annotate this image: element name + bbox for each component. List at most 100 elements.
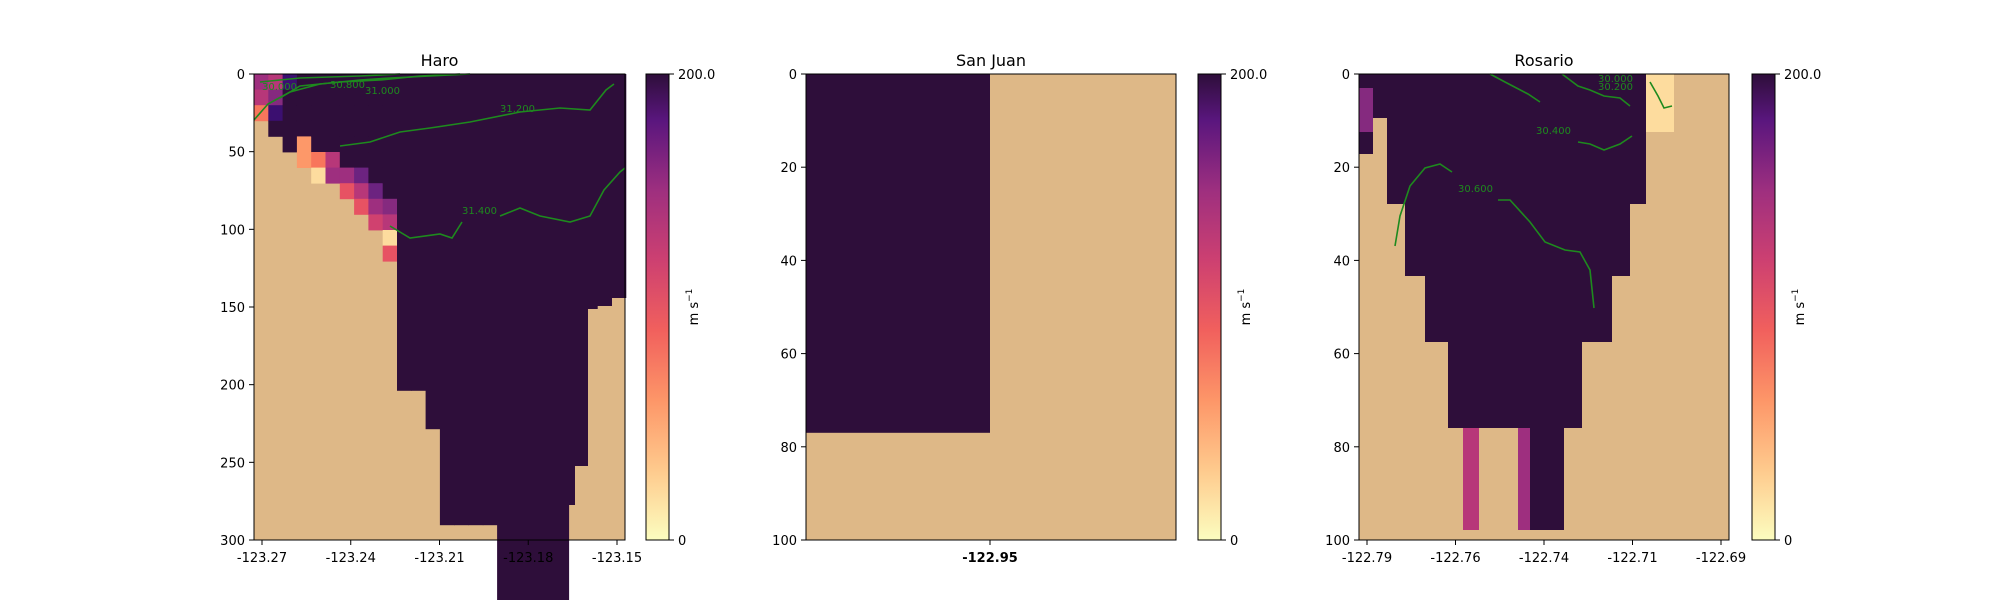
data-cell (339, 120, 355, 137)
data-cell (311, 89, 326, 106)
data-cell (339, 152, 355, 168)
data-cell (1425, 74, 1448, 342)
colorbar-tick-label: 0 (1784, 534, 1792, 549)
data-cell (311, 120, 326, 137)
data-cell (806, 74, 990, 433)
data-cell (339, 167, 355, 184)
data-cell (325, 120, 341, 137)
data-cell (382, 198, 398, 215)
data-cell (311, 152, 326, 168)
axes-frame (805, 73, 1177, 541)
water-cells (1359, 74, 1674, 530)
x-tick-label: -123.24 (326, 551, 376, 566)
colorbar-tick-label: 0 (1230, 534, 1238, 549)
y-tick-label: 80 (1333, 441, 1350, 456)
colorbar-label: m s−1 (1791, 289, 1808, 326)
data-cell (368, 152, 384, 168)
colorbar-unit-exponent: −1 (1791, 289, 1801, 302)
colorbar-tick-label: 0 (678, 534, 686, 549)
data-cell (382, 105, 398, 122)
data-cell (368, 198, 384, 215)
data-cell (339, 105, 355, 122)
y-tick-label: 20 (1333, 161, 1350, 176)
data-cell (560, 74, 588, 466)
contour-label: 30.000 (1598, 74, 1633, 85)
data-cell (1463, 428, 1479, 530)
y-tick-label: 80 (780, 441, 797, 456)
data-cell (1582, 74, 1612, 342)
panel-title: Haro (421, 51, 459, 70)
data-cell (428, 74, 440, 354)
data-cell (1448, 74, 1486, 428)
data-cell (440, 74, 456, 384)
data-cell (325, 152, 341, 168)
x-tick-label: -122.69 (1696, 551, 1746, 566)
contour-line (339, 83, 615, 147)
contour-line (1577, 135, 1633, 151)
x-tick-label: -122.71 (1607, 551, 1657, 566)
data-cell (382, 183, 398, 200)
data-cell (354, 198, 369, 215)
contour-line (1649, 81, 1673, 109)
data-cell (1387, 74, 1405, 204)
data-cell (296, 120, 312, 137)
contour-label: 30.600 (1458, 184, 1493, 195)
colorbar-unit: m s (1793, 302, 1808, 326)
data-cell (611, 74, 627, 298)
colorbar-unit: m s (1239, 302, 1254, 326)
data-cell (1486, 74, 1538, 428)
data-cell (325, 89, 341, 106)
data-cell (354, 167, 369, 184)
contour-label: 30.000 (262, 82, 297, 93)
data-cell (382, 230, 398, 246)
contour-line (259, 73, 401, 83)
x-tick-label: -122.79 (1342, 551, 1392, 566)
data-cell (588, 74, 605, 303)
colorbar-unit-exponent: −1 (685, 289, 695, 302)
panel-title: San Juan (956, 51, 1026, 70)
data-cell (354, 136, 369, 153)
data-cell (296, 89, 312, 106)
data-cell (1359, 88, 1373, 132)
contour-label: 30.200 (1598, 82, 1633, 93)
y-tick-label: 200 (220, 379, 245, 394)
data-cell (368, 167, 384, 184)
data-cell (561, 465, 575, 505)
data-cell (382, 152, 398, 168)
data-cell (382, 167, 398, 184)
data-cell (311, 167, 326, 184)
colorbar-unit-exponent: −1 (1237, 289, 1247, 302)
data-cell (325, 136, 341, 153)
colorbar (1197, 73, 1222, 541)
data-cell (382, 214, 398, 231)
data-cell (311, 136, 326, 153)
y-tick-label: 40 (780, 254, 797, 269)
data-cell (368, 120, 384, 137)
colorbar (1751, 73, 1776, 541)
data-cell (1405, 74, 1425, 276)
contour-label: 30.400 (1536, 126, 1571, 137)
colorbar (645, 73, 670, 541)
colorbar-label: m s−1 (1237, 289, 1254, 326)
data-cell (382, 245, 398, 262)
y-tick-label: 300 (220, 534, 245, 549)
y-tick-label: 250 (220, 456, 245, 471)
y-tick-label: 40 (1333, 254, 1350, 269)
data-cell (382, 120, 398, 137)
x-tick-label: -123.21 (414, 551, 464, 566)
data-cell (1518, 428, 1530, 530)
data-cell (354, 120, 369, 137)
data-cell (354, 89, 369, 106)
y-tick-label: 100 (1325, 534, 1350, 549)
data-cell (397, 74, 412, 391)
data-cell (296, 136, 312, 153)
data-cell (325, 167, 341, 184)
y-tick-label: 60 (780, 348, 797, 363)
contour-label: 30.800 (330, 80, 365, 91)
data-cell (1538, 74, 1572, 428)
y-tick-label: 0 (237, 68, 245, 83)
contour-lines (1394, 73, 1673, 309)
y-tick-label: 20 (780, 161, 797, 176)
